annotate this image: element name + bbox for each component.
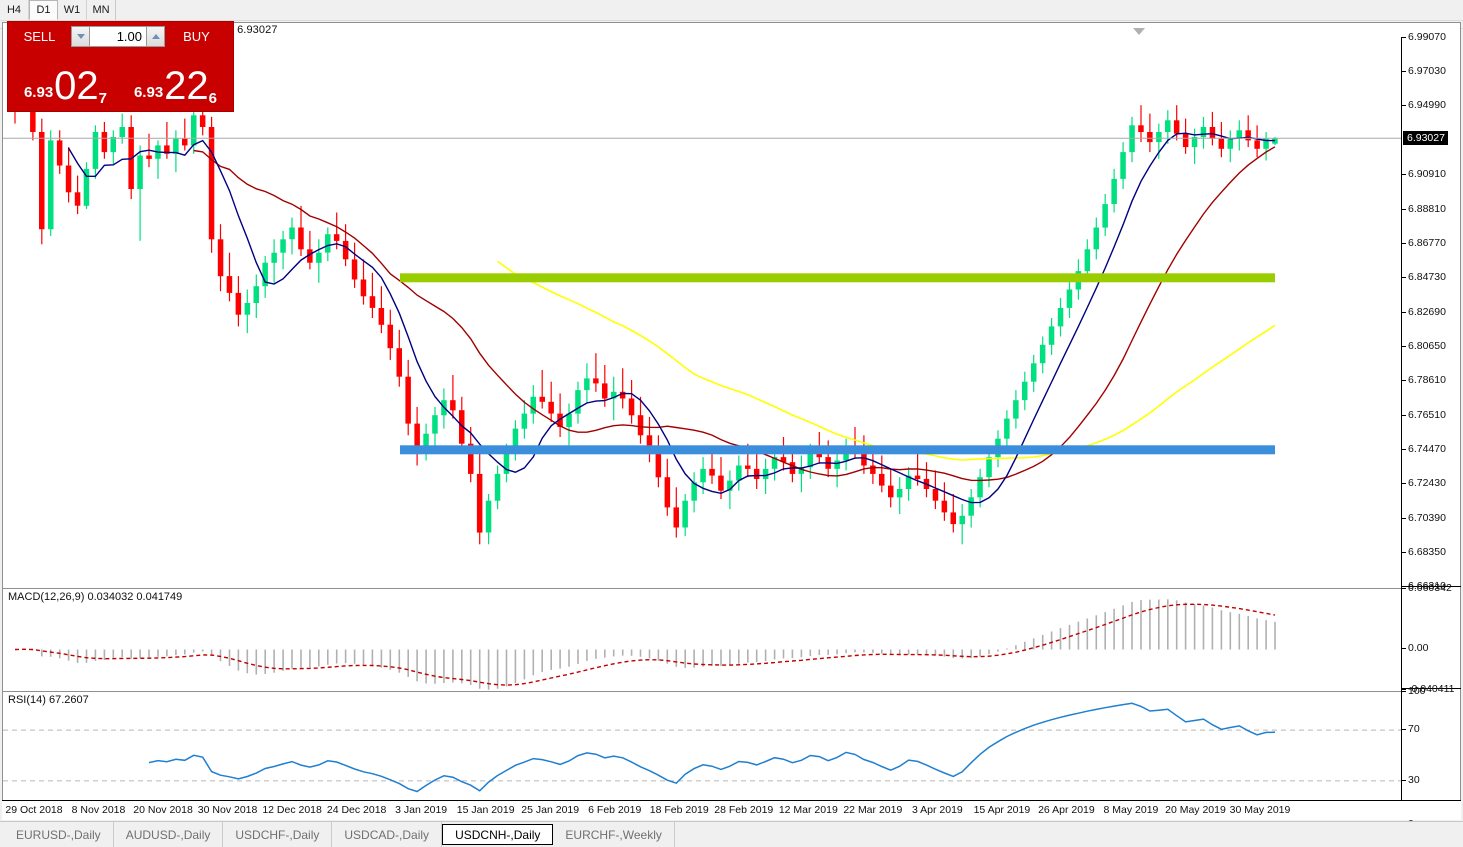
chart-tab-eurchfweekly[interactable]: EURCHF-,Weekly bbox=[553, 822, 675, 847]
volume-increment-button[interactable] bbox=[146, 26, 165, 47]
price-tick: 6.97030 bbox=[1402, 65, 1446, 77]
timeframe-button-mn[interactable]: MN bbox=[87, 0, 116, 20]
rsi-panel[interactable]: RSI(14) 67.2607 bbox=[3, 691, 1403, 819]
date-axis: 29 Oct 2018 8 Nov 2018 20 Nov 2018 30 Nov 2… bbox=[2, 800, 1461, 820]
chart-tab-eurusddaily[interactable]: EURUSD-,Daily bbox=[4, 822, 114, 847]
date-tick: 28 Feb 2019 bbox=[714, 804, 774, 816]
timeframe-button-d1[interactable]: D1 bbox=[29, 0, 58, 20]
rsi-line bbox=[148, 702, 1276, 793]
chart-tab-usdchfdaily[interactable]: USDCHF-,Daily bbox=[223, 822, 333, 847]
price-tick: 6.74470 bbox=[1402, 443, 1446, 455]
sell-price-prefix: 6.93 bbox=[23, 84, 54, 101]
sell-price-fraction: 7 bbox=[98, 90, 108, 107]
price-tick: 6.70390 bbox=[1402, 512, 1446, 524]
date-tick: 20 May 2019 bbox=[1165, 804, 1226, 816]
date-tick: 3 Apr 2019 bbox=[911, 804, 963, 816]
price-tick: 6.68350 bbox=[1402, 546, 1446, 558]
macd-signal-line bbox=[14, 603, 1276, 686]
one-click-trading-prices: 6.93 02 7 6.93 22 6 bbox=[8, 49, 233, 111]
price-tick: 6.80650 bbox=[1402, 340, 1446, 352]
buy-price-prefix: 6.93 bbox=[133, 84, 164, 101]
moving-average-slow bbox=[497, 260, 1276, 461]
macd-panel[interactable]: MACD(12,26,9) 0.034032 0.041749 bbox=[3, 588, 1403, 690]
chart-canvas-area[interactable]: USDCNH-,Daily 6.92699 6.93096 6.92621 6.… bbox=[2, 22, 1461, 824]
one-click-trading-controls: SELL 1.00 BUY bbox=[8, 22, 233, 49]
price-chart-svg bbox=[3, 71, 1403, 545]
date-tick: 15 Jan 2019 bbox=[456, 804, 515, 816]
sell-button[interactable]: SELL bbox=[12, 26, 67, 47]
chart-tab-bar: EURUSD-,Daily AUDUSD-,Daily USDCHF-,Daily U… bbox=[0, 821, 1463, 847]
current-price-tick: 6.93027 bbox=[1403, 131, 1448, 146]
timeframe-button-h4[interactable]: H4 bbox=[0, 0, 29, 20]
date-tick: 22 Mar 2019 bbox=[843, 804, 903, 816]
one-click-trading-panel[interactable]: SELL 1.00 BUY 6.93 02 7 6.93 22 6 bbox=[7, 21, 234, 112]
date-tick: 12 Dec 2018 bbox=[262, 804, 322, 816]
caret-down-icon bbox=[76, 34, 85, 39]
macd-tick: 0.060342 bbox=[1402, 582, 1452, 594]
date-tick: 20 Nov 2018 bbox=[133, 804, 193, 816]
chart-tab-audusddaily[interactable]: AUDUSD-,Daily bbox=[114, 822, 224, 847]
rsi-label: RSI(14) 67.2607 bbox=[8, 694, 89, 706]
date-tick: 8 Nov 2018 bbox=[71, 804, 126, 816]
volume-decrement-button[interactable] bbox=[71, 26, 90, 47]
scale-separator bbox=[1402, 688, 1461, 689]
price-tick: 6.86770 bbox=[1402, 237, 1446, 249]
date-tick: 30 May 2019 bbox=[1229, 804, 1291, 816]
price-tick: 6.99070 bbox=[1402, 31, 1446, 43]
date-tick: 24 Dec 2018 bbox=[326, 804, 387, 816]
price-tick: 6.72430 bbox=[1402, 477, 1446, 489]
buy-price-fraction: 6 bbox=[208, 90, 218, 107]
date-tick: 3 Jan 2019 bbox=[395, 804, 448, 816]
date-tick: 18 Feb 2019 bbox=[649, 804, 709, 816]
macd-histogram bbox=[23, 599, 1276, 690]
buy-price-block[interactable]: 6.93 22 6 bbox=[122, 49, 229, 108]
date-tick: 25 Jan 2019 bbox=[521, 804, 580, 816]
price-tick: 6.78610 bbox=[1402, 374, 1446, 386]
timeframe-toolbar: H4 D1 W1 MN bbox=[0, 0, 1463, 21]
sell-price-block[interactable]: 6.93 02 7 bbox=[12, 49, 119, 108]
price-tick: 6.90910 bbox=[1402, 168, 1446, 180]
macd-svg bbox=[14, 599, 1276, 690]
volume-input[interactable]: 1.00 bbox=[90, 26, 146, 47]
macd-tick: -0.040411 bbox=[1402, 683, 1455, 695]
price-chart-panel[interactable] bbox=[3, 37, 1403, 586]
timeframe-button-w1[interactable]: W1 bbox=[58, 0, 87, 20]
chart-tab-usdcaddaily[interactable]: USDCAD-,Daily bbox=[332, 822, 443, 847]
candlestick-series bbox=[12, 71, 1278, 545]
rsi-svg bbox=[3, 702, 1403, 793]
date-tick: 12 Mar 2019 bbox=[778, 804, 838, 816]
rsi-tick: 30 bbox=[1402, 774, 1420, 786]
date-tick: 29 Oct 2018 bbox=[5, 804, 63, 816]
support-level-line bbox=[400, 445, 1275, 455]
chart-tab-usdcnhdaily[interactable]: USDCNH-,Daily bbox=[442, 824, 554, 845]
price-tick: 6.88810 bbox=[1402, 203, 1446, 215]
date-tick: 8 May 2019 bbox=[1103, 804, 1159, 816]
moving-average-mid bbox=[193, 146, 1276, 482]
price-scale-axis[interactable]: 6.99070 6.97030 6.94990 6.90910 6.88810 6.867… bbox=[1401, 31, 1461, 824]
macd-label: MACD(12,26,9) 0.034032 0.041749 bbox=[8, 591, 183, 603]
buy-price-main: 22 bbox=[164, 64, 209, 108]
chart-shift-marker-icon[interactable] bbox=[1133, 28, 1145, 35]
price-tick: 6.94990 bbox=[1402, 99, 1446, 111]
rsi-tick: 100 bbox=[1402, 685, 1426, 697]
buy-button[interactable]: BUY bbox=[169, 26, 224, 47]
volume-stepper: 1.00 bbox=[71, 26, 165, 47]
rsi-tick: 70 bbox=[1402, 723, 1420, 735]
date-tick: 15 Apr 2019 bbox=[973, 804, 1031, 816]
macd-tick: 0.00 bbox=[1402, 642, 1428, 654]
sell-price-main: 02 bbox=[54, 64, 99, 108]
price-tick: 6.84730 bbox=[1402, 271, 1446, 283]
date-tick: 26 Apr 2019 bbox=[1038, 804, 1095, 816]
resistance-level-line bbox=[400, 273, 1275, 283]
date-tick: 30 Nov 2018 bbox=[197, 804, 258, 816]
caret-up-icon bbox=[151, 34, 160, 39]
scale-separator bbox=[1402, 586, 1461, 587]
price-tick: 6.76510 bbox=[1402, 409, 1446, 421]
price-tick: 6.82690 bbox=[1402, 306, 1446, 318]
date-tick: 6 Feb 2019 bbox=[588, 804, 642, 816]
